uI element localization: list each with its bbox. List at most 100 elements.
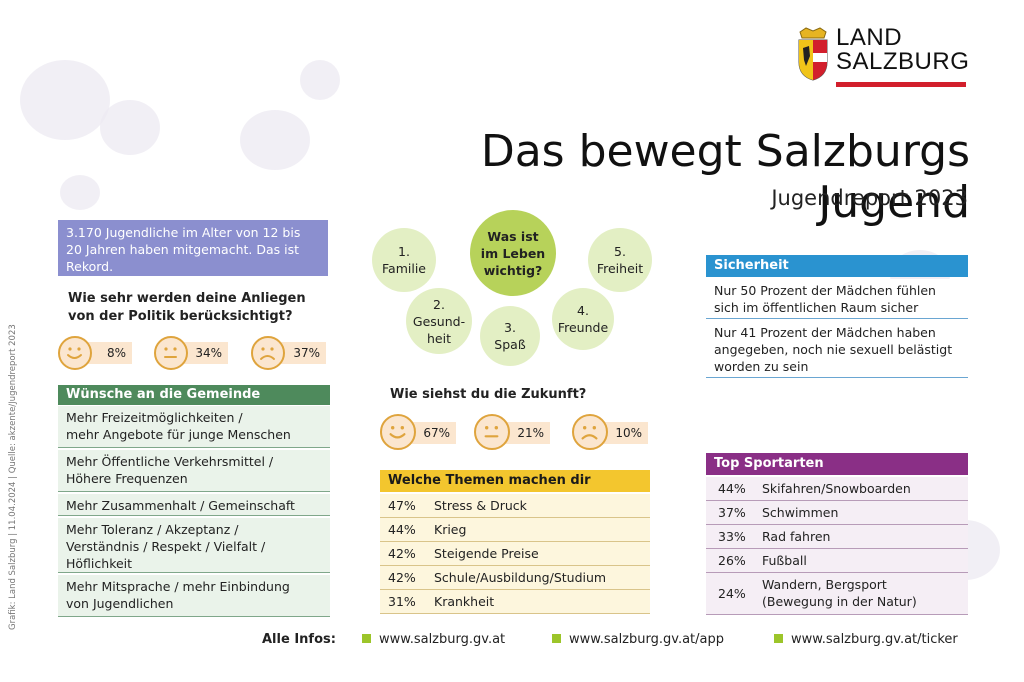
sorgen-item-label: Stress & Druck [434, 498, 527, 513]
wuensche-item-line: Mehr Toleranz / Akzeptanz / [66, 522, 239, 537]
wichtig-center-line: wichtig? [483, 262, 543, 278]
sport-item: 26% Fußball [706, 549, 968, 573]
sad-face-icon [251, 336, 285, 370]
wichtig-bubble-line: 4. [577, 303, 589, 318]
background-splash [20, 60, 110, 140]
wichtig-bubble-line: heit [427, 330, 451, 346]
sorgen-item: 42% Steigende Preise [380, 542, 650, 566]
wuensche-item: Mehr Öffentliche Verkehrsmittel / Höhere… [58, 450, 330, 492]
sicherheit-item-line: sich im öffentlichen Raum sicher [714, 300, 919, 315]
wichtig-bubble-line: Freiheit [596, 261, 644, 276]
coat-of-arms-icon [798, 27, 828, 81]
wichtig-bubble-line: Spaß [494, 337, 526, 352]
wuensche-heading: Wünsche an die Gemeinde [58, 385, 330, 405]
wichtig-bubble-line: 5. [614, 244, 626, 259]
logo-text: LAND SALZBURG [836, 26, 969, 74]
sorgen-item: 31% Krankheit [380, 590, 650, 614]
sorgen-heading: Welche Themen machen dir Sorgen? [380, 470, 650, 510]
sport-item-label: Wandern, Bergsport (Bewegung in der Natu… [762, 576, 917, 610]
background-splash [60, 175, 100, 210]
neutral-face-icon [474, 414, 510, 450]
background-splash [100, 100, 160, 155]
wichtig-bubble-line: 2. [433, 296, 445, 312]
footer-label: Alle Infos: [262, 632, 336, 647]
logo-line-1: LAND [836, 24, 903, 51]
sorgen-item: 44% Krieg [380, 518, 650, 542]
sicherheit-item-line: angegeben, noch nie sexuell belästigt [714, 342, 953, 357]
wuensche-item-line: Mehr Öffentliche Verkehrsmittel / [66, 454, 274, 469]
wichtig-bubble: 3. Spaß [480, 306, 540, 366]
wichtig-center-line: Was ist [487, 228, 539, 244]
sport-item-label: Rad fahren [762, 529, 831, 544]
wuensche-item-line: mehr Angebote für junge Menschen [66, 427, 291, 442]
sorgen-item-pct: 42% [388, 570, 416, 585]
sicherheit-item-line: worden zu sein [714, 359, 809, 374]
green-square-icon [362, 634, 371, 643]
background-splash [300, 60, 340, 100]
wichtig-bubble-line: Gesund- [412, 313, 466, 329]
wichtig-bubble-line: Familie [382, 261, 426, 276]
sorgen-item-pct: 31% [388, 594, 416, 609]
sorgen-item-pct: 42% [388, 546, 416, 561]
neutral-face-icon [154, 336, 188, 370]
wichtig-bubble-line: 1. [398, 244, 410, 259]
wichtig-center-line: im Leben [480, 245, 546, 261]
sport-item-label: Fußball [762, 553, 807, 568]
green-square-icon [774, 634, 783, 643]
happy-face-icon [380, 414, 416, 450]
green-square-icon [552, 634, 561, 643]
zukunft-question: Wie siehst du die Zukunft? [390, 387, 587, 402]
background-splash [240, 110, 310, 170]
sicherheit-item-line: Nur 41 Prozent der Mädchen haben [714, 325, 936, 340]
sport-item: 33% Rad fahren [706, 525, 968, 549]
sport-item-pct: 33% [718, 529, 746, 544]
sport-item-label: Schwimmen [762, 505, 839, 520]
sad-face-icon [572, 414, 608, 450]
footer-link-text[interactable]: www.salzburg.gv.at/app [569, 632, 724, 647]
footer-link-text[interactable]: www.salzburg.gv.at [379, 632, 506, 647]
sport-item: 37% Schwimmen [706, 501, 968, 525]
footer-link-text[interactable]: www.salzburg.gv.at/ticker [791, 632, 958, 647]
sorgen-item-pct: 44% [388, 522, 416, 537]
sorgen-item-label: Krankheit [434, 594, 495, 609]
sicherheit-item: Nur 41 Prozent der Mädchen haben angegeb… [706, 321, 968, 378]
logo-line-2: SALZBURG [836, 48, 970, 75]
wuensche-item-line: Höhere Frequenzen [66, 471, 188, 486]
logo-red-bar [836, 82, 966, 87]
sport-item-pct: 44% [718, 481, 746, 496]
politik-question: Wie sehr werden deine Anliegen von der P… [68, 290, 306, 326]
footer-link-website[interactable]: www.salzburg.gv.at [362, 632, 505, 647]
sorgen-item-label: Schule/Ausbildung/Studium [434, 570, 607, 585]
footer-link-ticker[interactable]: www.salzburg.gv.at/ticker [774, 632, 958, 647]
wichtig-bubble: 5. Freiheit [588, 228, 652, 292]
sorgen-item: 42% Schule/Ausbildung/Studium [380, 566, 650, 590]
wuensche-item-line: Verständnis / Respekt / Vielfalt / [66, 539, 266, 554]
side-credit: Grafik: Land Salzburg | 11.04.2024 | Que… [0, 324, 18, 630]
side-credit-text: Grafik: Land Salzburg | 11.04.2024 | Que… [8, 324, 18, 630]
wuensche-item: Mehr Mitsprache / mehr Einbindung von Ju… [58, 575, 330, 617]
sport-item-label: Skifahren/Snowboarden [762, 481, 911, 496]
wuensche-item: Mehr Toleranz / Akzeptanz / Verständnis … [58, 518, 330, 573]
page-title: Das bewegt Salzburgs Jugend [480, 126, 970, 228]
page-subtitle: Jugendreport 2023 [771, 186, 968, 210]
wuensche-item: Mehr Zusammenhalt / Gemeinschaft [58, 494, 330, 516]
sport-item-pct: 26% [718, 553, 746, 568]
sport-item-pct: 24% [718, 586, 746, 601]
politik-question-line-2: von der Politik berücksichtigt? [68, 309, 293, 324]
wichtig-bubble-line: 3. [504, 320, 516, 335]
footer-link-app[interactable]: www.salzburg.gv.at/app [552, 632, 724, 647]
sicherheit-item-line: Nur 50 Prozent der Mädchen fühlen [714, 283, 936, 298]
sport-item-pct: 37% [718, 505, 746, 520]
land-salzburg-logo: LAND SALZBURG [796, 26, 976, 90]
wuensche-item-line: Mehr Zusammenhalt / Gemeinschaft [66, 498, 295, 513]
sorgen-item-label: Krieg [434, 522, 467, 537]
sport-item: 24% Wandern, Bergsport (Bewegung in der … [706, 573, 968, 615]
happy-face-icon [58, 336, 92, 370]
sorgen-item-label: Steigende Preise [434, 546, 539, 561]
sicherheit-heading: Sicherheit [706, 255, 968, 277]
wichtig-center-bubble: Was ist im Leben wichtig? [470, 210, 556, 296]
intro-box: 3.170 Jugendliche im Alter von 12 bis 20… [58, 220, 328, 276]
politik-question-line-1: Wie sehr werden deine Anliegen [68, 291, 306, 306]
sorgen-item: 47% Stress & Druck [380, 494, 650, 518]
wichtig-bubble: 2. Gesund- heit [406, 288, 472, 354]
